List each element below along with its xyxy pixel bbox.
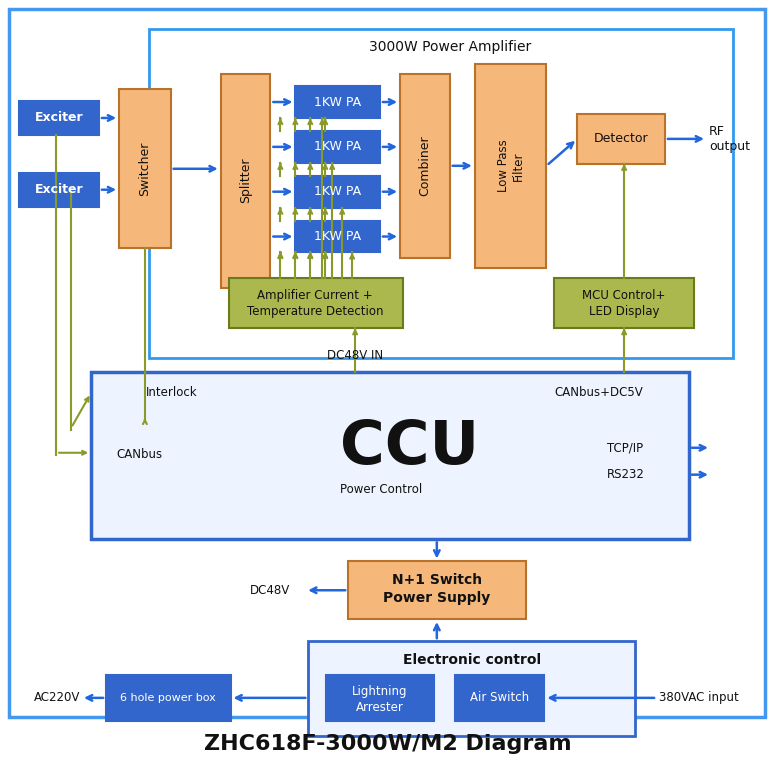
Text: Power Supply: Power Supply <box>383 591 490 605</box>
Text: ZHC618F-3000W/M2 Diagram: ZHC618F-3000W/M2 Diagram <box>204 734 572 754</box>
Bar <box>577 114 665 163</box>
Bar <box>296 86 380 118</box>
Text: 6 hole power box: 6 hole power box <box>120 693 216 703</box>
Bar <box>554 278 694 328</box>
Text: 3000W Power Amplifier: 3000W Power Amplifier <box>369 40 531 54</box>
Bar <box>296 176 380 207</box>
Text: DC48V: DC48V <box>251 584 290 597</box>
Bar <box>326 675 434 721</box>
Bar <box>106 675 230 721</box>
Bar <box>19 101 99 135</box>
Text: Exciter: Exciter <box>35 183 84 196</box>
Text: N+1 Switch: N+1 Switch <box>392 574 482 588</box>
Text: Amplifier Current +: Amplifier Current + <box>258 289 373 301</box>
Bar <box>455 675 545 721</box>
Bar <box>296 131 380 163</box>
Bar <box>91 372 689 540</box>
Text: Temperature Detection: Temperature Detection <box>247 305 383 318</box>
Text: Power Control: Power Control <box>340 483 422 496</box>
Text: CANbus+DC5V: CANbus+DC5V <box>554 386 643 399</box>
Text: Combiner: Combiner <box>418 136 431 196</box>
Text: Arrester: Arrester <box>356 702 404 715</box>
Text: RS232: RS232 <box>607 468 645 481</box>
Text: 1KW PA: 1KW PA <box>314 230 362 243</box>
Text: AC220V: AC220V <box>34 692 81 705</box>
Text: Low Pass
Filter: Low Pass Filter <box>497 140 525 192</box>
Text: 1KW PA: 1KW PA <box>314 185 362 198</box>
Bar <box>149 29 733 358</box>
Text: Exciter: Exciter <box>35 112 84 124</box>
Text: LED Display: LED Display <box>589 305 660 318</box>
Bar <box>400 74 450 258</box>
Text: TCP/IP: TCP/IP <box>607 441 643 454</box>
Bar <box>475 64 546 268</box>
Text: DC48V IN: DC48V IN <box>327 348 383 362</box>
Text: 380VAC input: 380VAC input <box>659 692 739 705</box>
Bar <box>348 561 525 619</box>
Text: Air Switch: Air Switch <box>470 692 529 705</box>
Text: CANbus: CANbus <box>116 448 162 461</box>
Text: 1KW PA: 1KW PA <box>314 96 362 109</box>
Text: 1KW PA: 1KW PA <box>314 140 362 153</box>
Bar <box>229 278 403 328</box>
Bar <box>220 74 270 288</box>
Bar <box>296 221 380 252</box>
Text: Detector: Detector <box>594 133 649 146</box>
Text: Splitter: Splitter <box>239 158 252 204</box>
Text: Interlock: Interlock <box>146 386 198 399</box>
Bar <box>308 641 635 736</box>
Text: RF
output: RF output <box>708 125 750 153</box>
Text: Electronic control: Electronic control <box>403 653 541 667</box>
Text: MCU Control+: MCU Control+ <box>583 289 666 301</box>
Text: Switcher: Switcher <box>138 142 151 196</box>
Text: Lightning: Lightning <box>352 685 407 699</box>
Text: CCU: CCU <box>341 419 480 477</box>
Bar <box>19 173 99 207</box>
Bar <box>119 89 171 248</box>
